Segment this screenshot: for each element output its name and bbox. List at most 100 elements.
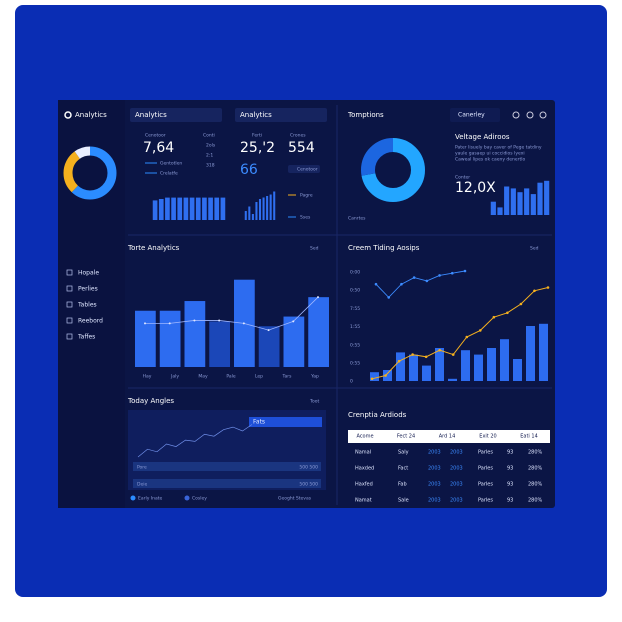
nav-icon[interactable] [66,269,73,276]
label: Haxded [355,466,374,472]
label: 93 [507,482,513,488]
label: 2ols [206,143,216,149]
bar [396,352,405,381]
bar [422,365,431,381]
line [137,424,253,458]
point [438,348,441,352]
label: 7,64 [143,140,174,156]
bar [258,326,280,367]
bar [195,197,201,220]
label: Cenotoor [297,167,318,173]
bar [474,354,483,381]
point [400,282,403,286]
label: 280% [528,482,543,488]
point [370,377,374,381]
label: Pater lisuely bay caver of Pege tatdiny [455,145,542,151]
label: 0 [350,379,353,385]
label: Pore [137,465,147,471]
label: 7:55 [350,306,360,312]
bar [283,316,305,367]
label: 1:55 [350,324,360,330]
icon[interactable] [526,111,534,119]
label[interactable]: Taffes [77,334,95,341]
point [479,329,482,332]
label: Eati 14 [520,434,538,440]
label: Crones [290,133,306,139]
label: Gentotlen [160,161,182,167]
label[interactable]: Hopale [78,270,99,277]
label: Toot [309,399,319,405]
bar [308,297,329,367]
bar [255,202,258,220]
label[interactable]: Fats [253,419,265,426]
bar [262,197,265,220]
point [292,320,295,323]
dropdown[interactable] [450,108,500,122]
label[interactable]: Perlies [78,286,98,293]
nav-icon[interactable] [66,301,73,308]
bar [266,196,269,220]
point [438,274,441,277]
dropdown[interactable] [130,108,222,122]
bar [504,186,510,215]
point [193,319,196,322]
nav-icon[interactable] [66,333,73,340]
label: Namal [355,450,371,456]
label: Sale [398,498,409,504]
nav-icon[interactable] [66,317,73,324]
label[interactable]: Tables [77,302,97,309]
bar [251,214,254,220]
label: 2003 [450,482,463,488]
label: Caweal lipes ok caeny denertlo [455,157,526,163]
label: Hay [143,374,152,380]
bar [526,326,535,381]
select[interactable] [249,417,322,427]
nav-icon[interactable] [66,285,73,292]
label[interactable]: Reebord [78,318,103,325]
label: Parles [478,466,493,472]
point [465,335,469,339]
point [267,329,270,332]
label: Analytics [75,111,107,119]
label: Ferti [252,133,262,139]
bar [448,378,457,381]
label: Fab [398,482,407,488]
bar [273,191,276,220]
label: Cosley [192,496,207,502]
point [492,315,496,319]
line [145,296,319,331]
dropdown[interactable] [235,108,327,122]
point [519,302,523,306]
label: Acome [356,434,373,440]
label: Torte Analytics [127,244,180,252]
bar [248,206,251,220]
bar [209,321,230,367]
label: Ard 14 [439,434,456,440]
donut-segment [63,146,117,200]
label: Veltage Adiroos [455,133,510,141]
bar [510,188,516,215]
label: 2003 [428,450,441,456]
label: 93 [507,498,513,504]
label: Early Inate [138,496,162,502]
bar [487,348,496,381]
label: Today Angles [127,397,174,405]
label: Canrtes [348,216,366,222]
legend-dot [184,495,190,501]
label: 554 [288,140,315,156]
row [133,462,321,471]
point [546,286,550,289]
icon[interactable] [539,111,547,119]
bar [530,194,536,215]
bar [490,201,496,215]
point [412,276,416,279]
bar [539,323,548,381]
label: Tomptions [347,111,384,119]
label: 2003 [428,466,441,472]
icon[interactable] [512,111,520,119]
point [533,289,536,293]
point [451,353,455,356]
bar [183,197,189,220]
point [374,282,378,286]
bar [383,370,392,381]
